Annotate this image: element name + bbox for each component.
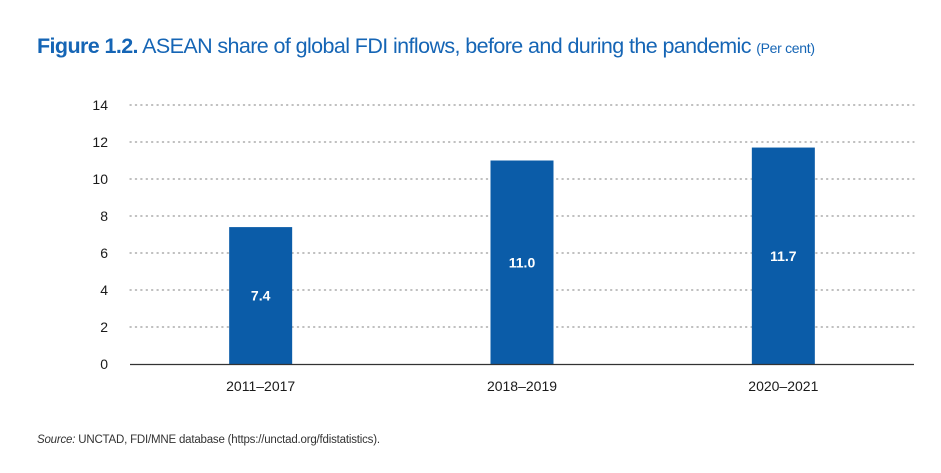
bar: [751, 147, 815, 364]
x-tick-label: 2018–2019: [487, 378, 557, 394]
title-text: ASEAN share of global FDI inflows, befor…: [142, 34, 751, 58]
x-axis-ticks: 2011–2017 2018–2019 2020–2021: [226, 378, 818, 394]
y-tick-label: 0: [100, 356, 108, 372]
y-tick-label: 8: [100, 208, 108, 224]
units-label: (Per cent): [756, 40, 815, 56]
x-tick-label: 2020–2021: [748, 378, 818, 394]
y-tick-label: 10: [92, 171, 108, 187]
bar-value-label: 11.7: [770, 248, 797, 264]
source-text: UNCTAD, FDI/MNE database (https://unctad…: [78, 434, 380, 446]
bars: 7.4 11.0 11.7: [229, 147, 815, 364]
bar-value-label: 7.4: [251, 288, 271, 304]
figure-label: Figure 1.2.: [37, 34, 139, 58]
y-tick-label: 14: [92, 97, 108, 113]
bar-value-label: 11.0: [509, 254, 536, 270]
chart-title: Figure 1.2. ASEAN share of global FDI in…: [37, 34, 815, 59]
y-tick-label: 6: [100, 245, 108, 261]
source-note: Source: UNCTAD, FDI/MNE database (https:…: [37, 434, 380, 446]
y-tick-label: 12: [92, 134, 108, 150]
source-label: Source:: [37, 434, 76, 446]
y-tick-label: 4: [100, 282, 108, 298]
bar: [490, 160, 554, 364]
y-tick-label: 2: [100, 319, 108, 335]
x-tick-label: 2011–2017: [226, 378, 295, 394]
bar: [229, 227, 293, 364]
y-axis-ticks: 0 2 4 6 8 10 12 14: [92, 97, 108, 372]
